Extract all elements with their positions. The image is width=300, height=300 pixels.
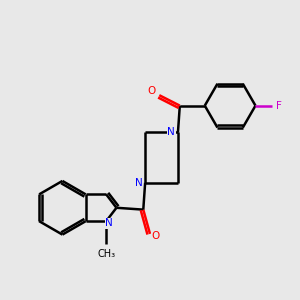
Text: N: N [135, 178, 142, 188]
Text: N: N [105, 218, 113, 228]
Text: N: N [167, 128, 175, 137]
Text: O: O [152, 231, 160, 241]
Text: F: F [276, 100, 281, 111]
Text: O: O [148, 86, 156, 97]
Text: CH₃: CH₃ [97, 249, 115, 259]
